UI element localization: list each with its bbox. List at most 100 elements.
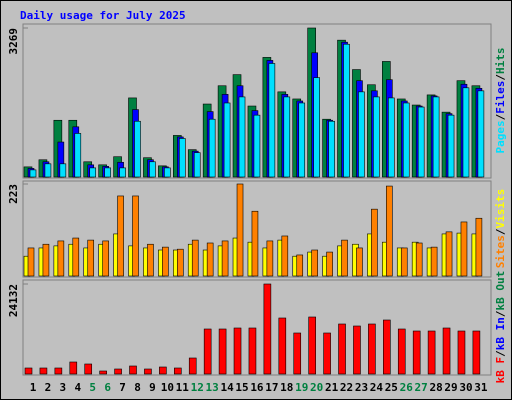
bar — [358, 91, 365, 178]
bar — [475, 217, 483, 277]
bar — [129, 365, 137, 375]
bar — [368, 323, 376, 375]
legend-separator: / — [494, 228, 507, 235]
bar — [117, 195, 124, 277]
x-tick-label: 29 — [444, 381, 457, 394]
x-tick-label: 6 — [104, 381, 111, 394]
bar — [326, 251, 333, 277]
bar — [57, 240, 65, 277]
bar — [308, 316, 316, 375]
x-tick-label: 17 — [265, 381, 278, 394]
bar — [373, 96, 380, 178]
bar — [99, 370, 107, 375]
bar — [427, 330, 436, 375]
bar — [233, 327, 242, 375]
bar — [179, 138, 186, 178]
x-tick-label: 31 — [474, 381, 488, 394]
bar — [281, 235, 289, 277]
bar — [42, 243, 50, 277]
x-tick-label: 22 — [340, 381, 353, 394]
bar — [193, 152, 201, 178]
bar — [417, 106, 425, 178]
bar — [388, 97, 395, 178]
bar — [356, 247, 363, 277]
bar — [248, 327, 257, 375]
bar — [177, 248, 184, 277]
bar — [402, 102, 410, 178]
legend-entry: kB In — [494, 317, 507, 350]
bar — [24, 367, 33, 375]
legend-entry: Pages — [494, 120, 507, 153]
x-tick-label: 30 — [459, 381, 472, 394]
x-tick-label: 23 — [355, 381, 368, 394]
bar — [328, 120, 335, 178]
bar — [221, 240, 229, 277]
x-tick-label: 18 — [280, 381, 293, 394]
bar — [432, 96, 440, 178]
bar — [102, 240, 109, 277]
bar — [203, 328, 212, 375]
bar — [343, 43, 350, 178]
x-tick-label: 3 — [60, 381, 67, 394]
x-tick-label: 28 — [429, 381, 442, 394]
x-tick-label: 8 — [134, 381, 141, 394]
bar — [293, 332, 302, 375]
bar — [341, 239, 348, 277]
legend-separator: / — [494, 310, 507, 317]
bar — [298, 102, 306, 178]
bar — [266, 240, 274, 277]
bar — [251, 210, 259, 277]
legend-separator: / — [494, 74, 507, 81]
bar — [104, 167, 111, 178]
bar — [134, 120, 141, 178]
bar — [188, 357, 197, 375]
bar — [268, 63, 276, 178]
y-tick-label: 24132 — [7, 284, 20, 317]
legend: Pages/Files/Hits — [494, 48, 507, 154]
bar — [208, 118, 216, 178]
y-tick-label: 3269 — [7, 28, 20, 55]
bar — [238, 96, 246, 178]
bar — [44, 163, 52, 178]
x-tick-label: 15 — [235, 381, 248, 394]
x-tick-label: 14 — [220, 381, 234, 394]
bar — [278, 317, 287, 375]
bar — [144, 368, 152, 375]
bar — [386, 185, 393, 277]
bar — [283, 96, 291, 178]
bar — [415, 242, 423, 277]
chart-title: Daily usage for July 2025 — [20, 9, 186, 22]
bar — [472, 330, 481, 375]
legend-entry: kB F — [494, 357, 507, 384]
x-tick-label: 10 — [161, 381, 174, 394]
x-tick-label: 5 — [89, 381, 96, 394]
bar — [147, 243, 154, 277]
y-tick-label: 223 — [7, 184, 20, 204]
bar — [223, 102, 231, 178]
bar — [371, 208, 378, 277]
bar — [218, 328, 227, 375]
legend-entry: Hits — [494, 48, 507, 75]
bar — [69, 361, 78, 375]
x-tick-label: 2 — [45, 381, 52, 394]
bar — [462, 87, 470, 178]
bar — [149, 161, 156, 178]
bar — [445, 231, 453, 277]
legend-entry: Visits — [494, 189, 507, 229]
x-tick-label: 13 — [206, 381, 219, 394]
bar — [323, 332, 331, 375]
bar — [174, 367, 182, 375]
bar — [72, 237, 80, 277]
bar — [253, 114, 261, 178]
bar — [263, 283, 272, 375]
bar — [89, 167, 97, 178]
bar — [457, 330, 466, 375]
bar — [87, 239, 95, 277]
bar — [132, 195, 139, 277]
bar — [164, 167, 171, 178]
x-tick-label: 27 — [415, 381, 428, 394]
bar — [397, 328, 406, 375]
x-tick-label: 4 — [74, 381, 81, 394]
legend-separator: / — [494, 350, 507, 357]
